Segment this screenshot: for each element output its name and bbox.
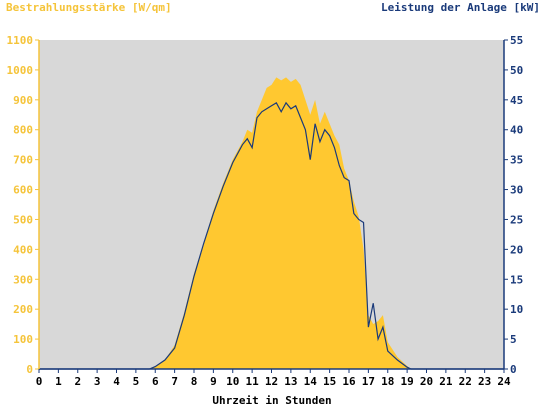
x-tick-label: 7 [171, 375, 178, 388]
x-tick-label: 3 [94, 375, 101, 388]
power-line [39, 101, 504, 370]
x-tick-label: 24 [497, 375, 511, 388]
y-right-tick-label: 55 [510, 34, 523, 47]
right-axis-label: Leistung der Anlage [kW] [381, 1, 540, 14]
y-left-tick-label: 600 [13, 184, 33, 197]
x-tick-label: 12 [265, 375, 278, 388]
y-left-tick-label: 400 [13, 243, 33, 256]
y-left-tick-label: 900 [13, 94, 33, 107]
y-left-tick-label: 200 [13, 303, 33, 316]
y-right-tick-label: 0 [510, 363, 517, 376]
x-tick-label: 16 [342, 375, 356, 388]
x-tick-label: 9 [210, 375, 217, 388]
x-tick-label: 23 [478, 375, 491, 388]
x-tick-label: 22 [459, 375, 472, 388]
x-tick-label: 10 [226, 375, 239, 388]
y-left-tick-label: 100 [13, 333, 33, 346]
x-tick-label: 17 [362, 375, 375, 388]
y-left-tick-label: 300 [13, 273, 33, 286]
x-tick-label: 2 [74, 375, 81, 388]
y-right-tick-label: 15 [510, 273, 523, 286]
y-right-tick-label: 45 [510, 94, 523, 107]
x-axis-label: Uhrzeit in Stunden [212, 394, 332, 407]
y-right-tick-label: 40 [510, 124, 523, 137]
left-axis-label: Bestrahlungsstärke [W/qm] [6, 1, 172, 14]
y-right-tick-label: 50 [510, 64, 523, 77]
y-right-tick-label: 10 [510, 303, 523, 316]
irradiance-area [39, 77, 504, 369]
y-left-tick-label: 1000 [7, 64, 34, 77]
x-tick-label: 21 [439, 375, 453, 388]
y-right-tick-label: 5 [510, 333, 517, 346]
x-tick-label: 6 [152, 375, 159, 388]
x-tick-label: 8 [191, 375, 198, 388]
x-tick-label: 20 [420, 375, 433, 388]
x-tick-label: 14 [304, 375, 318, 388]
y-left-tick-label: 0 [26, 363, 33, 376]
y-left-tick-label: 1100 [7, 34, 34, 47]
x-tick-label: 4 [113, 375, 120, 388]
y-right-tick-label: 20 [510, 243, 523, 256]
y-right-tick-label: 25 [510, 213, 523, 226]
y-left-tick-label: 800 [13, 124, 33, 137]
x-tick-label: 11 [246, 375, 260, 388]
y-right-tick-label: 30 [510, 184, 523, 197]
x-tick-label: 13 [284, 375, 297, 388]
x-tick-label: 18 [381, 375, 394, 388]
x-tick-label: 5 [133, 375, 140, 388]
x-tick-label: 15 [323, 375, 336, 388]
y-left-tick-label: 700 [13, 154, 33, 167]
y-left-tick-label: 500 [13, 213, 33, 226]
x-tick-label: 0 [36, 375, 43, 388]
x-tick-label: 19 [401, 375, 414, 388]
y-right-tick-label: 35 [510, 154, 523, 167]
x-tick-label: 1 [55, 375, 62, 388]
